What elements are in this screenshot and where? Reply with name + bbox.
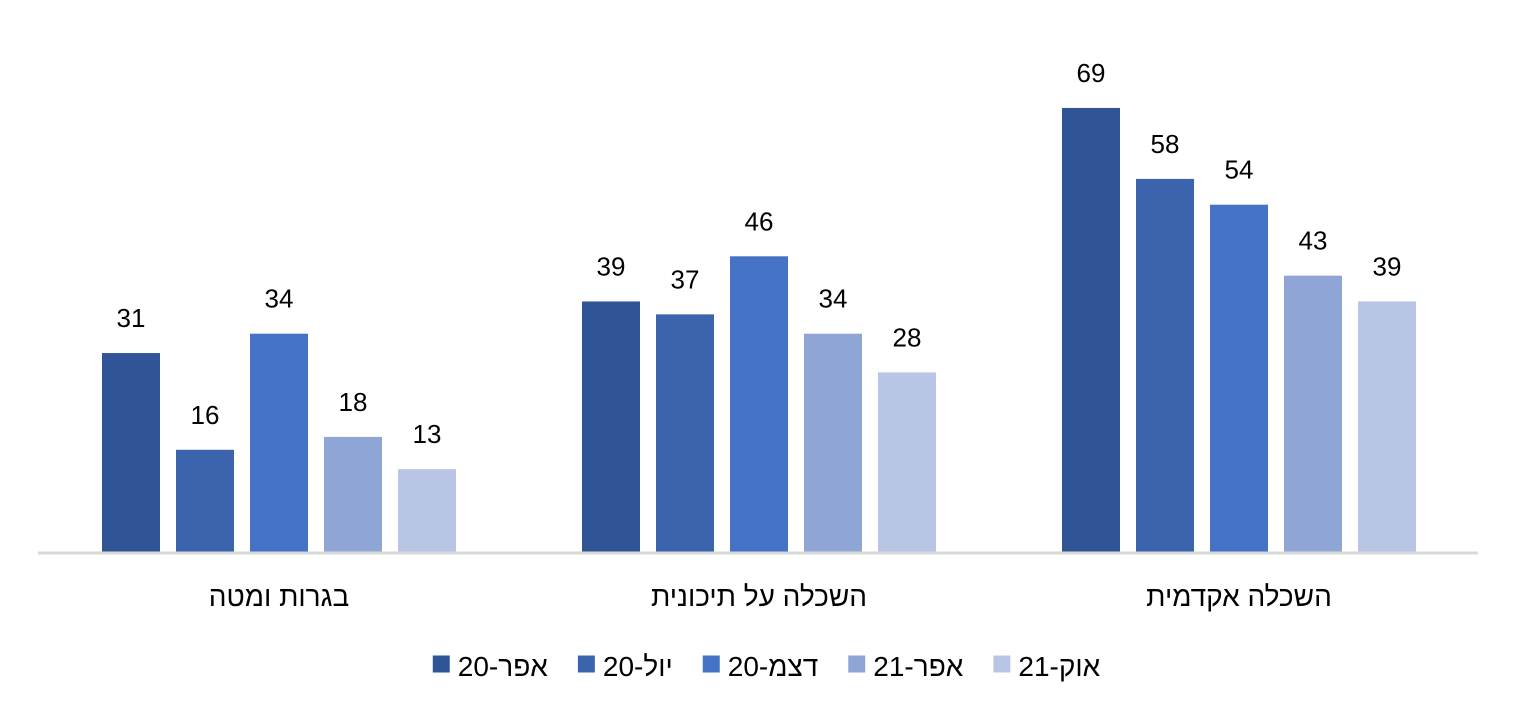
legend: אפר-20 יול-20 דצמ-20 אפר-21 אוק-21 (432, 651, 1101, 682)
bar (324, 436, 382, 553)
legend-item: יול-20 (577, 651, 673, 682)
bar (1062, 107, 1120, 553)
data-label: 13 (413, 419, 442, 449)
legend-swatch (702, 655, 720, 673)
legend-item: אפר-20 (432, 651, 549, 682)
bar (1210, 204, 1268, 553)
bar-group: 39 37 46 34 28 (582, 206, 936, 553)
data-label: 39 (1373, 251, 1402, 281)
bar-group: 31 16 34 18 13 (102, 284, 456, 553)
bar-group: 69 58 54 43 39 (1062, 58, 1416, 553)
bar (176, 449, 234, 553)
data-label: 58 (1151, 129, 1180, 159)
bar (730, 256, 788, 553)
legend-item: דצמ-20 (702, 651, 819, 682)
legend-label: אפר-20 (458, 651, 549, 682)
data-label: 34 (265, 284, 294, 314)
bar (102, 353, 160, 553)
legend-label: יול-20 (603, 651, 673, 682)
data-label: 18 (339, 387, 368, 417)
category-label: בגרות ומטה (209, 581, 349, 612)
data-label: 34 (819, 284, 848, 314)
data-label: 31 (117, 303, 146, 333)
bar (1136, 178, 1194, 553)
category-label: השכלה על תיכונית (651, 581, 867, 612)
bar (1284, 275, 1342, 553)
bar (804, 333, 862, 553)
legend-swatch (577, 655, 595, 673)
bar (250, 333, 308, 553)
legend-item: אוק-21 (993, 651, 1101, 682)
data-label: 16 (191, 400, 220, 430)
category-label: השכלה אקדמית (1146, 581, 1332, 612)
data-label: 39 (597, 251, 626, 281)
bar (398, 469, 456, 553)
legend-swatch (993, 655, 1011, 673)
legend-item: אפר-21 (848, 651, 964, 682)
bar (582, 301, 640, 553)
legend-swatch (432, 655, 450, 673)
bar (878, 372, 936, 553)
legend-label: אוק-21 (1018, 651, 1100, 682)
data-label: 43 (1299, 226, 1328, 256)
data-label: 54 (1225, 155, 1254, 185)
data-label: 37 (671, 264, 700, 294)
data-label: 46 (745, 206, 774, 236)
data-label: 28 (893, 322, 922, 352)
legend-label: דצמ-20 (728, 651, 819, 682)
data-label: 69 (1077, 58, 1106, 88)
legend-swatch (848, 655, 866, 673)
bar (1358, 301, 1416, 553)
legend-label: אפר-21 (873, 651, 964, 682)
bar (656, 314, 714, 553)
